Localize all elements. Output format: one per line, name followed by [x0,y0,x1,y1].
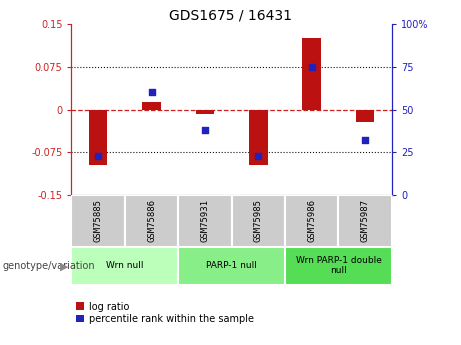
Bar [71,195,125,247]
Bar [285,247,392,285]
Point [254,153,262,158]
Point [308,64,315,70]
Bar [356,110,374,122]
Bar [195,110,214,114]
Text: GSM75885: GSM75885 [94,199,103,242]
Bar [125,195,178,247]
Text: GDS1675 / 16431: GDS1675 / 16431 [169,9,292,23]
Point [361,138,369,143]
Text: genotype/variation: genotype/variation [2,262,95,271]
Text: GSM75931: GSM75931 [201,199,209,242]
Bar [249,110,268,165]
Point [95,153,102,158]
Point [201,127,209,133]
Text: PARP-1 null: PARP-1 null [206,261,257,270]
Bar [302,38,321,110]
Bar [338,195,392,247]
Bar [142,102,161,110]
Bar [178,195,231,247]
Bar [89,110,107,165]
Text: Wrn PARP-1 double
null: Wrn PARP-1 double null [296,256,381,275]
Text: GSM75986: GSM75986 [307,199,316,242]
Text: GSM75987: GSM75987 [361,199,370,242]
Text: GSM75886: GSM75886 [147,199,156,242]
Text: GSM75985: GSM75985 [254,199,263,242]
Bar [285,195,338,247]
Bar [231,195,285,247]
Bar [178,247,285,285]
Text: Wrn null: Wrn null [106,261,144,270]
Text: ▶: ▶ [60,262,68,271]
Legend: log ratio, percentile rank within the sample: log ratio, percentile rank within the sa… [77,302,254,324]
Bar [71,247,178,285]
Point [148,90,155,95]
